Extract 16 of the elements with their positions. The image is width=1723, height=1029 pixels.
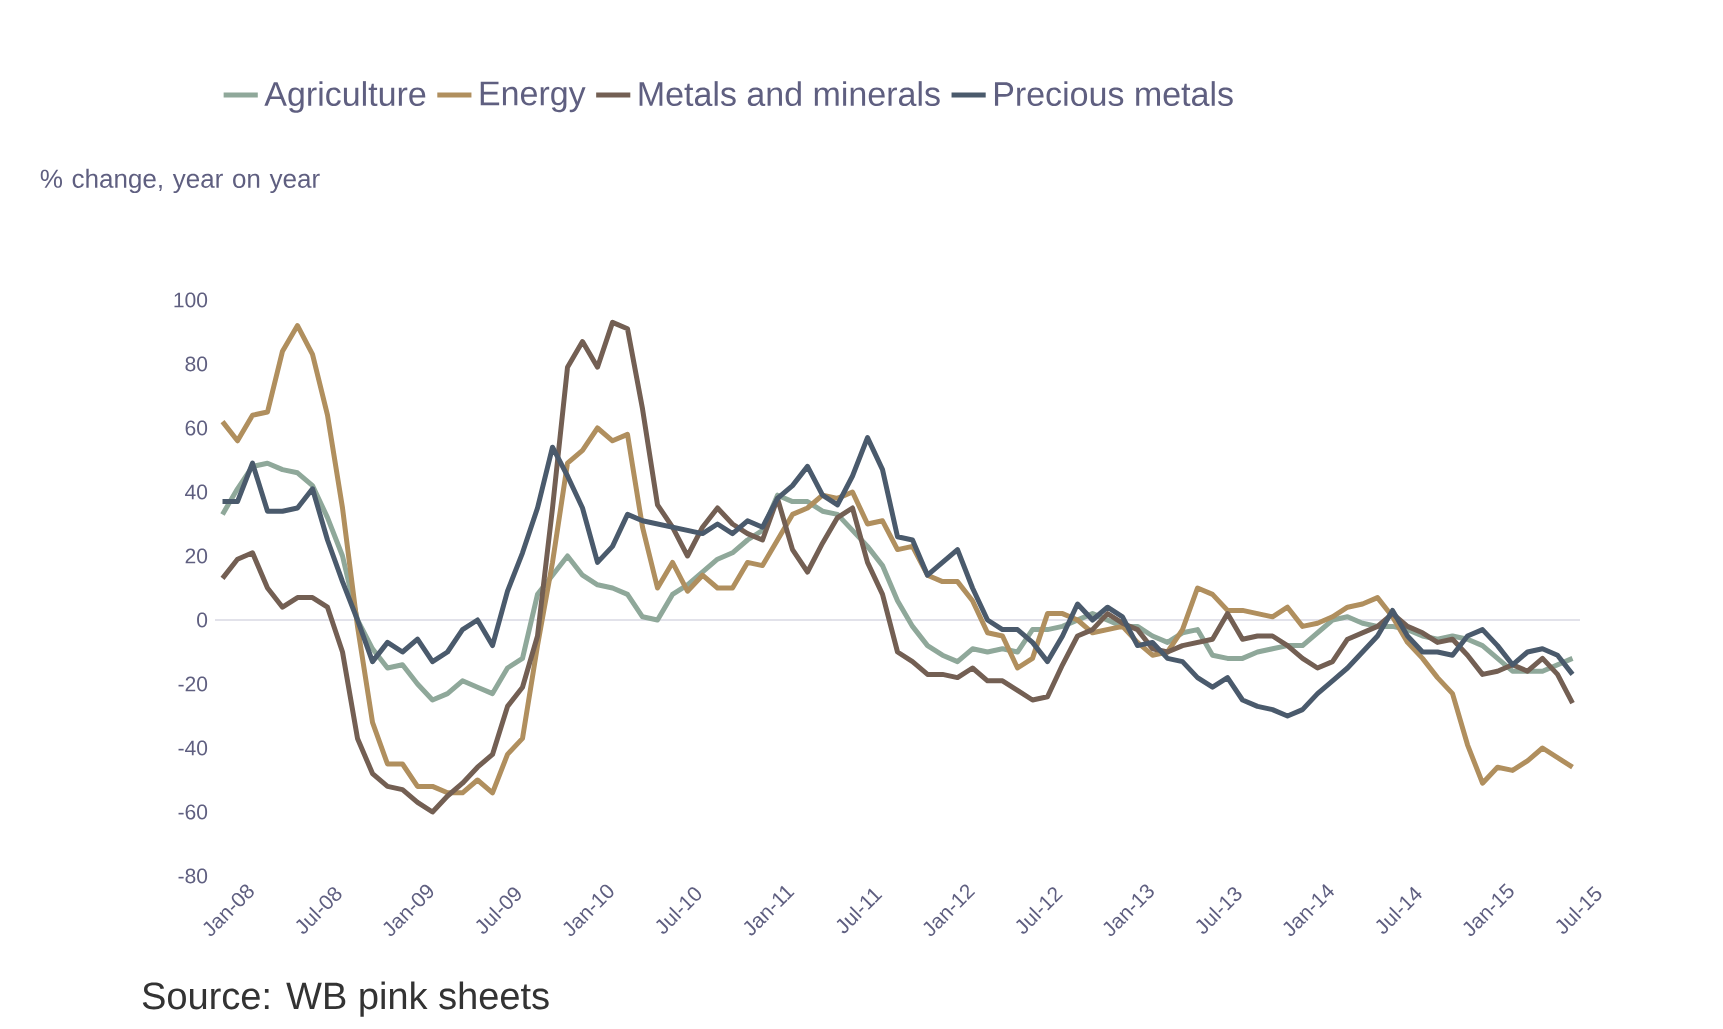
y-tick-label: -60 [178,804,208,820]
y-tick-label: 80 [185,356,208,372]
legend-label: Agriculture [264,81,426,113]
source-note: Source: WB pink sheets [142,981,549,1017]
y-tick-label: -20 [178,676,208,692]
y-tick-label: 20 [185,548,208,564]
y-tick-label: 0 [197,612,208,628]
legend-label: Precious metals [994,81,1233,107]
y-tick-label: 40 [185,484,208,500]
y-tick-label: 60 [185,420,208,436]
y-tick-label: -80 [178,868,208,884]
legend-label: Energy [480,81,586,113]
legend-label: Metals and minerals [639,81,940,107]
y-axis-title: % change, year on year [40,168,320,194]
y-tick-label: -40 [178,740,208,756]
y-tick-label: 100 [174,292,208,308]
